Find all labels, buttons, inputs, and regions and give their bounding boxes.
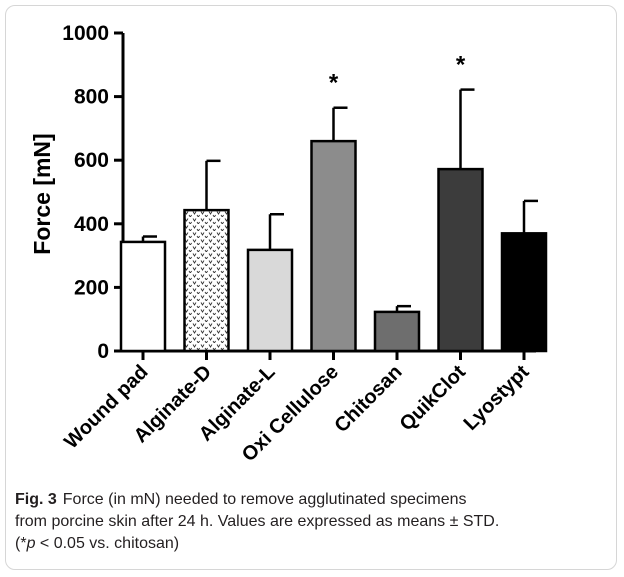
caption-paren-open: (* xyxy=(15,535,27,552)
caption-line-2: from porcine skin after 24 h. Values are… xyxy=(15,513,500,530)
y-tick-label: 600 xyxy=(74,149,109,172)
significance-marker: * xyxy=(329,70,339,97)
figure-caption: Fig. 3 Force (in mN) needed to remove agg… xyxy=(15,489,610,555)
caption-line-1: Fig. 3 Force (in mN) needed to remove agg… xyxy=(15,489,610,511)
y-tick-label: 1000 xyxy=(62,22,109,45)
y-tick-label: 400 xyxy=(74,213,109,236)
caption-text-1: Force (in mN) needed to remove agglutina… xyxy=(62,491,467,508)
caption-text-3: < 0.05 vs. chitosan) xyxy=(35,535,180,552)
bar xyxy=(246,248,294,353)
x-category-label: QuikClot xyxy=(396,361,471,436)
caption-p-symbol: p xyxy=(26,535,36,552)
y-tick-label: 200 xyxy=(74,276,109,299)
bar xyxy=(437,167,484,353)
bar xyxy=(183,208,230,353)
bar xyxy=(119,240,167,353)
figure-label: Fig. 3 xyxy=(15,491,57,508)
bar xyxy=(500,232,548,353)
caption-line-3: (*p < 0.05 vs. chitosan) xyxy=(15,533,610,555)
y-axis-title: Force [mN] xyxy=(29,133,55,254)
y-tick-label: 0 xyxy=(97,340,109,363)
x-category-label: Lyostypt xyxy=(460,361,534,435)
significance-marker: * xyxy=(456,52,466,79)
x-category-label: Chitosan xyxy=(330,361,406,437)
y-tick-label: 800 xyxy=(74,86,109,109)
bar xyxy=(373,310,421,353)
bar xyxy=(310,139,357,353)
